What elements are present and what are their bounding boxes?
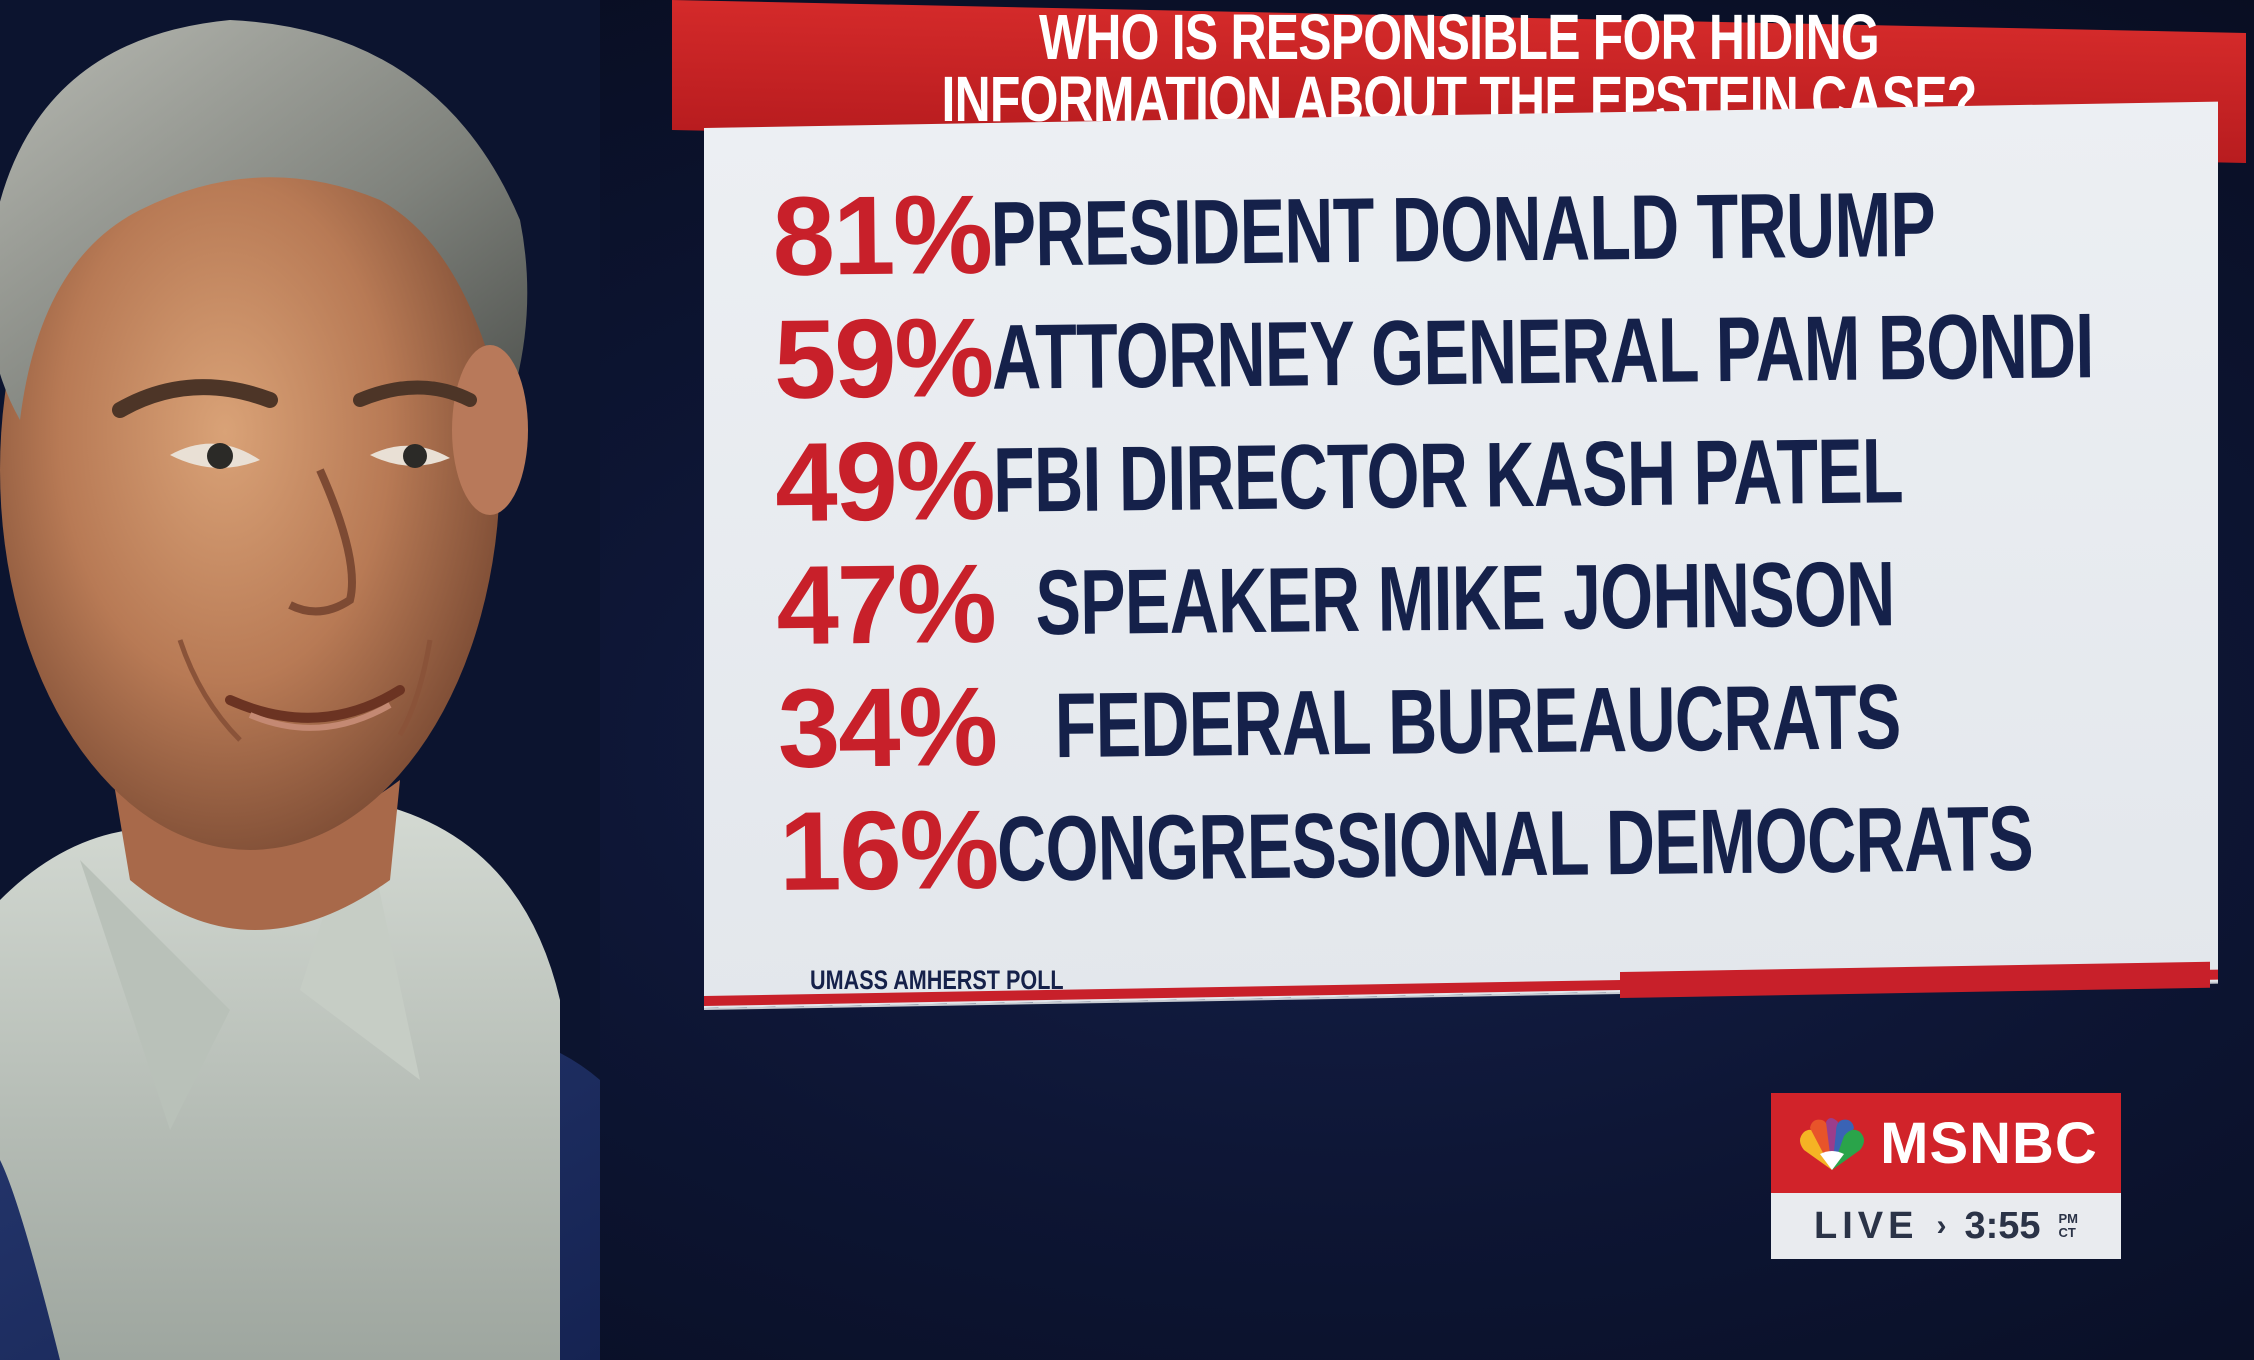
network-logo: MSNBC: [1771, 1093, 2121, 1193]
clock-timezone: CT: [2058, 1225, 2076, 1240]
result-row: 34% FEDERAL BUREAUCRATS: [777, 652, 2198, 790]
clock-ampm: PM: [2058, 1211, 2079, 1226]
result-row: 59% ATTORNEY GENERAL PAM BONDI: [773, 283, 2194, 421]
result-label: CONGRESSIONAL DEMOCRATS: [996, 787, 2034, 901]
clock-time: 3:55: [1964, 1204, 2041, 1247]
result-row: 16% CONGRESSIONAL DEMOCRATS: [778, 775, 2199, 913]
chevron-right-icon: ›: [1936, 1209, 1947, 1242]
result-label: FBI DIRECTOR KASH PATEL: [992, 419, 1904, 532]
result-row: 49% FBI DIRECTOR KASH PATEL: [775, 406, 2196, 544]
clock-suffix: PM CT: [2059, 1212, 2079, 1240]
poll-board: WHO IS RESPONSIBLE FOR HIDING INFORMATIO…: [672, 0, 2246, 1020]
network-name: MSNBC: [1880, 1110, 2098, 1176]
network-bug: MSNBC LIVE › 3:55 PM CT: [1771, 1093, 2121, 1263]
result-label: ATTORNEY GENERAL PAM BONDI: [991, 294, 2095, 409]
live-indicator: LIVE: [1813, 1204, 1919, 1247]
results-list: 81% PRESIDENT DONALD TRUMP 59% ATTORNEY …: [772, 160, 2200, 913]
result-label: FEDERAL BUREAUCRATS: [1054, 665, 1902, 777]
result-percent: 47%: [775, 540, 996, 668]
result-row: 81% PRESIDENT DONALD TRUMP: [772, 160, 2193, 298]
portrait-photo: [0, 0, 600, 1360]
man-portrait-illustration: [0, 0, 600, 1360]
result-label: PRESIDENT DONALD TRUMP: [990, 173, 1936, 286]
result-row: 47% SPEAKER MIKE JOHNSON: [776, 529, 2197, 667]
result-label: SPEAKER MIKE JOHNSON: [1035, 542, 1896, 654]
result-percent: 34%: [777, 663, 997, 791]
live-time-strip: LIVE › 3:55 PM CT: [1771, 1193, 2121, 1259]
poll-source: UMASS AMHERST POLL: [810, 965, 1064, 995]
poll-question-line-1: WHO IS RESPONSIBLE FOR HIDING: [1039, 1, 1880, 73]
result-percent: 16%: [778, 786, 998, 914]
result-percent: 49%: [774, 417, 995, 545]
result-percent: 59%: [773, 294, 993, 422]
peacock-icon: [1800, 1118, 1865, 1170]
result-percent: 81%: [771, 171, 992, 299]
